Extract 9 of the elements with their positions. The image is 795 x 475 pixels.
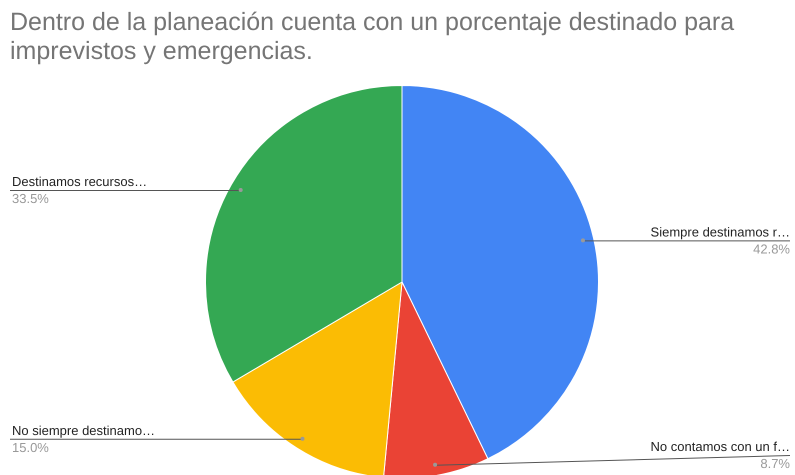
slice-label: No siempre destinamo… xyxy=(12,422,156,438)
slice-label: Destinamos recursos… xyxy=(12,174,148,190)
data-label: 8.7% xyxy=(760,456,790,472)
slice-label: Siempre destinamos r… xyxy=(650,224,790,240)
data-label: 42.8% xyxy=(753,241,790,256)
chart-title: Dentro de la planeación cuenta con un porcentaje destinado para imprevistos y emergencias. xyxy=(10,8,736,66)
data-label: 15.0% xyxy=(12,440,50,455)
slice-label: No contamos con un f… xyxy=(650,439,790,454)
data-label: 33.5% xyxy=(12,191,50,206)
